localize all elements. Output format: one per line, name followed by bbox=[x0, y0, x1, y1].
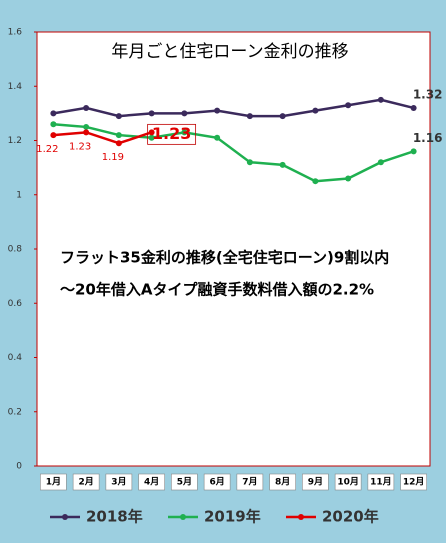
legend-label: 2020年 bbox=[322, 508, 379, 526]
legend-marker bbox=[62, 514, 68, 520]
series-line bbox=[53, 122, 415, 183]
marker bbox=[50, 121, 57, 128]
marker bbox=[312, 107, 319, 114]
marker bbox=[115, 113, 122, 120]
x-tick-box bbox=[171, 473, 198, 491]
marker bbox=[410, 148, 417, 155]
data-label: 1.23 bbox=[152, 124, 191, 143]
data-label: 1.16 bbox=[413, 131, 443, 145]
annotation: ～20年借入Aタイプ融資手数料借入額の2.2% bbox=[60, 281, 374, 299]
data-label: 1.22 bbox=[36, 144, 58, 155]
annotation: フラット35金利の推移(全宅住宅ローン)9割以内 bbox=[60, 249, 389, 267]
x-tick-label: 7月 bbox=[242, 477, 257, 488]
marker bbox=[410, 104, 417, 111]
y-tick-label: 0.4 bbox=[8, 353, 23, 363]
marker bbox=[115, 140, 122, 147]
x-tick-label: 6月 bbox=[209, 477, 224, 488]
x-tick-box bbox=[367, 473, 395, 491]
marker bbox=[279, 113, 286, 120]
legend-label: 2018年 bbox=[86, 508, 143, 526]
x-tick-box bbox=[269, 473, 296, 491]
marker bbox=[345, 102, 352, 109]
marker bbox=[214, 107, 221, 114]
plot-area bbox=[36, 31, 431, 467]
marker bbox=[115, 132, 122, 139]
legend-marker bbox=[180, 514, 186, 520]
marker bbox=[377, 159, 384, 166]
marker bbox=[50, 132, 57, 139]
x-tick-box bbox=[105, 473, 133, 491]
x-tick-box bbox=[400, 473, 427, 491]
x-tick-label: 5月 bbox=[177, 477, 192, 488]
y-tick-label: 0.8 bbox=[8, 245, 23, 255]
y-tick-label: 0.6 bbox=[8, 299, 23, 309]
x-tick-label: 10月 bbox=[337, 477, 359, 488]
y-tick-label: 0 bbox=[16, 462, 22, 472]
x-tick-box bbox=[40, 473, 67, 491]
marker bbox=[181, 129, 188, 136]
x-tick-box bbox=[236, 473, 264, 491]
marker bbox=[214, 134, 221, 141]
x-tick-box bbox=[72, 473, 100, 491]
x-tick-label: 2月 bbox=[78, 477, 93, 488]
data-label: 1.23 bbox=[69, 141, 91, 152]
x-tick-label: 8月 bbox=[275, 477, 290, 488]
x-tick-box bbox=[138, 473, 165, 491]
x-tick-label: 9月 bbox=[308, 477, 323, 488]
marker bbox=[246, 159, 253, 166]
x-tick-label: 3月 bbox=[111, 477, 126, 488]
marker bbox=[83, 123, 90, 130]
x-tick-label: 12月 bbox=[403, 477, 425, 488]
marker bbox=[83, 129, 90, 136]
series-line bbox=[53, 98, 414, 118]
marker bbox=[377, 96, 384, 103]
x-tick-label: 11月 bbox=[370, 477, 392, 488]
x-tick-box bbox=[334, 473, 362, 491]
marker bbox=[312, 178, 319, 185]
x-tick-box bbox=[203, 473, 231, 491]
y-tick-label: 1.4 bbox=[8, 82, 23, 92]
y-tick-label: 1.2 bbox=[8, 136, 22, 146]
data-label: 1.32 bbox=[413, 87, 443, 101]
marker bbox=[83, 104, 90, 111]
marker bbox=[148, 134, 155, 141]
y-tick-label: 0.2 bbox=[8, 407, 22, 417]
marker bbox=[246, 113, 253, 120]
chart-title: 年月ごと住宅ローン金利の推移 bbox=[111, 42, 348, 62]
marker bbox=[345, 175, 352, 182]
legend-label: 2019年 bbox=[204, 508, 261, 526]
marker bbox=[181, 110, 188, 117]
marker bbox=[279, 161, 286, 168]
data-label: 1.19 bbox=[102, 152, 124, 163]
marker bbox=[148, 110, 155, 117]
x-tick-label: 4月 bbox=[144, 477, 159, 488]
legend-marker bbox=[298, 514, 304, 520]
highlight-box bbox=[147, 123, 197, 145]
marker bbox=[148, 129, 155, 136]
series-line bbox=[53, 131, 153, 145]
y-tick-label: 1.6 bbox=[8, 28, 23, 38]
x-tick-label: 1月 bbox=[46, 477, 61, 488]
x-tick-box bbox=[302, 473, 329, 491]
y-tick-label: 1 bbox=[16, 190, 22, 200]
marker bbox=[50, 110, 57, 117]
